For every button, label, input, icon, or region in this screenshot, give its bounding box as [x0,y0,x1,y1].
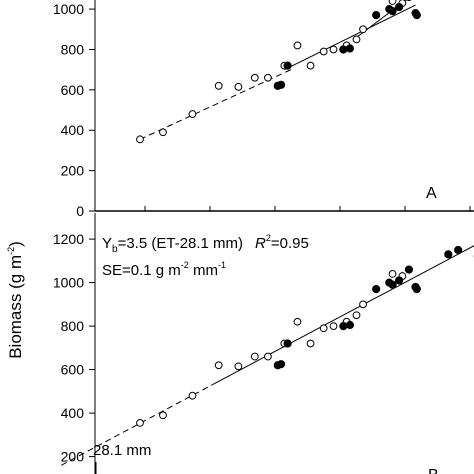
data-point-filled [276,80,286,89]
y-tick-label: 600 [61,82,85,98]
data-point-open [159,128,167,137]
data-point-open [329,322,338,331]
data-point-filled [454,245,463,255]
regression-extension-line [61,384,213,466]
data-point-open [388,0,397,5]
data-point-open [359,300,367,309]
panel-a: 0 200 400 600 800 1000 [53,0,474,219]
data-point-filled [395,276,404,285]
data-point-open [159,411,167,420]
data-point-open [306,339,315,348]
y-tick-label: 1000 [53,275,84,291]
data-point-open [293,41,302,50]
y-tick-label: 1000 [53,1,84,17]
data-point-open [352,311,361,320]
data-point-filled [388,280,397,289]
data-point-open [250,352,259,361]
data-point-filled [412,11,421,20]
data-point-open [234,362,243,371]
data-point-filled [283,61,292,70]
data-point-open [319,324,328,333]
data-point-filled [339,45,348,54]
data-point-filled [283,339,292,348]
data-point-filled [444,250,453,259]
panel-a-label: A [426,185,437,202]
data-point-filled [388,7,397,16]
regression-line [284,4,416,71]
panel-b: 200 400 600 800 1000 1200 [53,213,474,474]
data-point-filled [372,11,381,20]
y-tick-label: 200 [61,163,85,179]
panel-b-label: B [428,467,439,474]
data-point-open [329,45,338,54]
data-point-filled [345,320,355,330]
y-tick-label: 600 [61,362,85,378]
intercept-label: 28.1 mm [93,442,151,459]
data-point-filled [345,44,355,53]
y-tick-label: 800 [61,318,85,334]
y-tick-label: 1200 [53,231,84,247]
panel-b-equation: Yb=3.5 (ET-28.1 mm) R2=0.95 [102,233,309,255]
panel-b-se: SE=0.1 g m-2 mm-1 [102,260,226,279]
data-point-open [188,391,197,400]
data-point-open [188,110,197,118]
data-point-open [306,61,315,70]
data-point-open [136,135,144,144]
data-point-open [214,361,223,370]
data-point-filled [404,265,414,274]
data-point-open [352,35,361,44]
data-point-open [388,270,397,278]
data-point-open [264,73,272,82]
y-tick-label: 200 [61,449,85,465]
data-point-open [136,418,144,427]
data-point-filled [372,285,381,294]
data-point-filled [406,0,412,2]
data-point-filled [276,360,286,369]
data-point-open [293,317,302,326]
y-tick-label: 400 [61,405,85,421]
y-tick-label: 0 [76,203,84,219]
data-point-open [264,352,272,361]
y-tick-label: 400 [61,122,85,138]
data-point-open [250,73,259,82]
regression-line [211,245,474,386]
data-point-open [234,82,243,91]
y-tick-label: 800 [61,41,85,57]
data-point-filled [395,2,404,12]
data-point-open [214,81,223,90]
y-axis-label: Biomass (g m-2) [6,241,25,359]
data-point-open [359,25,367,34]
data-point-filled [339,322,348,331]
data-point-open [319,47,328,56]
regression-extension-line [139,69,292,140]
data-point-filled [412,285,421,294]
